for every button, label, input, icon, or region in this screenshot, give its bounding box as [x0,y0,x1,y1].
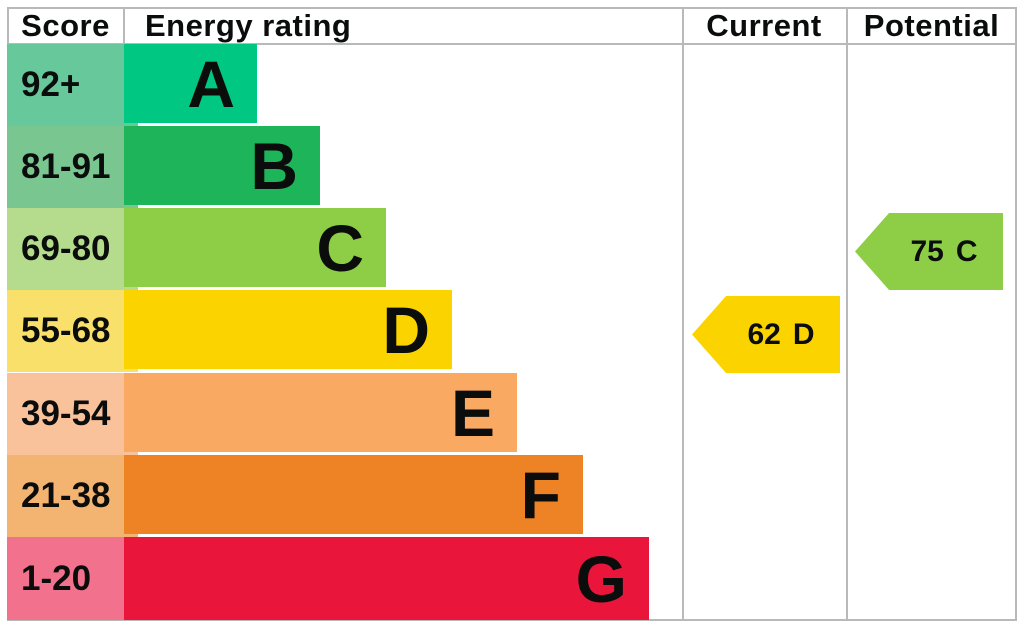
score-range-b: 81-91 [7,126,138,208]
current-column-divider [682,7,684,621]
score-range-a: 92+ [7,44,138,126]
score-column-divider [123,7,125,45]
band-row-g: 1-20 G [7,537,1015,620]
current-rating-value: 62 [747,317,781,351]
band-bar-f: F [124,455,583,534]
band-row-f: 21-38 F [7,455,1015,537]
band-bar-a: A [124,44,257,123]
band-bar-e: E [124,373,517,452]
band-bar-b: B [124,126,320,205]
band-row-c: 69-80 C [7,208,1015,290]
band-row-d: 55-68 D [7,290,1015,372]
score-range-e: 39-54 [7,373,138,455]
header-current: Current [706,8,822,43]
score-range-d: 55-68 [7,290,138,372]
table-border-top [7,7,1017,9]
score-range-f: 21-38 [7,455,138,537]
table-border-right [1015,7,1017,621]
potential-rating-value: 75 [910,234,944,268]
score-range-c: 69-80 [7,208,138,290]
band-row-a: 92+ A [7,44,1015,126]
band-row-e: 39-54 E [7,373,1015,455]
score-range-g: 1-20 [7,537,138,620]
table-border-bottom [7,619,1017,621]
header-potential: Potential [863,8,1000,43]
band-bar-g: G [124,537,649,620]
current-rating-arrow: 62 D [692,296,840,373]
potential-rating-band: C [955,234,978,268]
header-energy-rating: Energy rating [145,8,352,43]
current-rating-band: D [792,317,815,351]
header-score: Score [21,8,110,43]
band-row-b: 81-91 B [7,126,1015,208]
band-bar-d: D [124,290,452,369]
band-bar-c: C [124,208,386,287]
table-border-left [7,7,9,45]
table-header-divider [7,43,1017,45]
potential-column-divider [846,7,848,621]
potential-rating-arrow: 75 C [855,213,1003,290]
